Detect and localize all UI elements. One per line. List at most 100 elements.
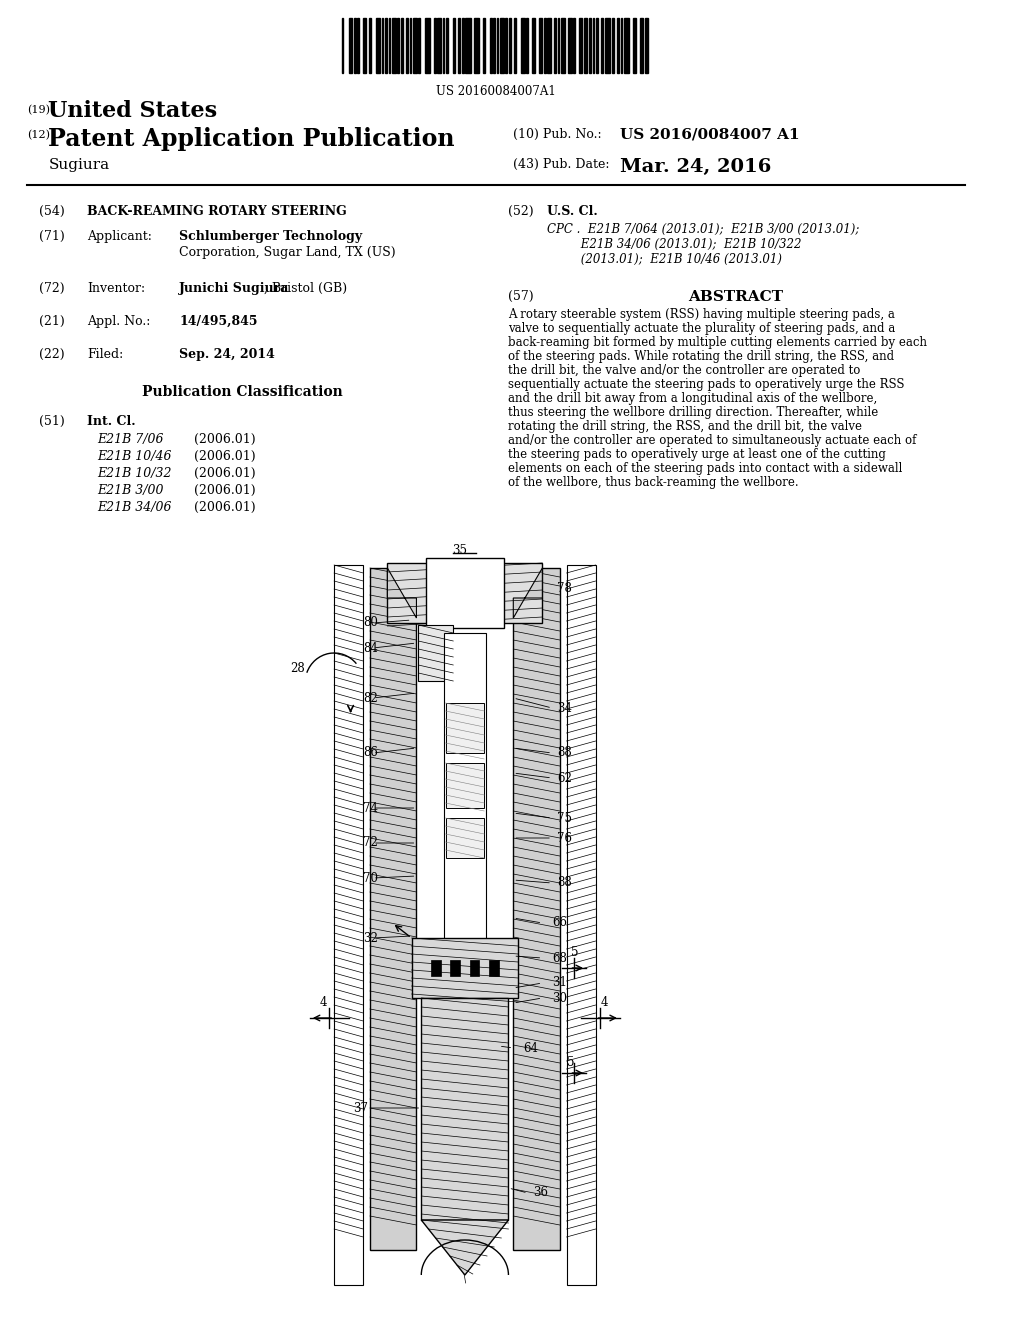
Bar bbox=[513, 568, 560, 1250]
Bar bbox=[489, 960, 499, 975]
Bar bbox=[617, 18, 618, 73]
Bar bbox=[500, 18, 504, 73]
Bar bbox=[584, 18, 588, 73]
Text: rotating the drill string, the RSS, and the drill bit, the valve: rotating the drill string, the RSS, and … bbox=[509, 420, 862, 433]
Text: valve to sequentially actuate the plurality of steering pads, and a: valve to sequentially actuate the plural… bbox=[509, 322, 896, 335]
Bar bbox=[445, 704, 484, 752]
Bar bbox=[446, 18, 447, 73]
Text: U.S. Cl.: U.S. Cl. bbox=[547, 205, 598, 218]
Text: Patent Application Publication: Patent Application Publication bbox=[48, 127, 455, 150]
Text: E21B 3/00: E21B 3/00 bbox=[97, 484, 164, 498]
Polygon shape bbox=[387, 568, 417, 618]
Text: the drill bit, the valve and/or the controller are operated to: the drill bit, the valve and/or the cont… bbox=[509, 364, 861, 378]
Text: US 2016/0084007 A1: US 2016/0084007 A1 bbox=[620, 128, 800, 143]
Text: 88: 88 bbox=[557, 876, 571, 890]
Bar bbox=[370, 568, 417, 1250]
Bar bbox=[348, 18, 352, 73]
Text: and the drill bit away from a longitudinal axis of the wellbore,: and the drill bit away from a longitudin… bbox=[509, 392, 878, 405]
Bar bbox=[589, 18, 591, 73]
Text: and/or the controller are operated to simultaneously actuate each of: and/or the controller are operated to si… bbox=[509, 434, 916, 447]
Text: 32: 32 bbox=[364, 932, 378, 945]
Text: thus steering the wellbore drilling direction. Thereafter, while: thus steering the wellbore drilling dire… bbox=[509, 407, 879, 418]
Bar bbox=[633, 18, 636, 73]
Bar bbox=[509, 18, 511, 73]
Text: Junichi Sugiura: Junichi Sugiura bbox=[179, 282, 290, 294]
Text: 64: 64 bbox=[523, 1041, 538, 1055]
Text: back-reaming bit formed by multiple cutting elements carried by each: back-reaming bit formed by multiple cutt… bbox=[509, 337, 928, 348]
Text: (19): (19) bbox=[27, 106, 50, 115]
Text: 86: 86 bbox=[364, 747, 378, 759]
Bar bbox=[539, 18, 542, 73]
Bar bbox=[418, 18, 420, 73]
Text: 88: 88 bbox=[557, 747, 571, 759]
Text: CPC .  E21B 7/064 (2013.01);  E21B 3/00 (2013.01);: CPC . E21B 7/064 (2013.01); E21B 3/00 (2… bbox=[547, 223, 859, 236]
Bar bbox=[596, 18, 598, 73]
Text: Inventor:: Inventor: bbox=[87, 282, 145, 294]
Bar bbox=[640, 18, 643, 73]
Text: United States: United States bbox=[48, 100, 217, 121]
Bar bbox=[451, 960, 460, 975]
Bar bbox=[459, 18, 460, 73]
Bar bbox=[419, 624, 454, 681]
Bar bbox=[392, 18, 395, 73]
Bar bbox=[474, 18, 479, 73]
Bar bbox=[425, 18, 430, 73]
Bar bbox=[605, 18, 610, 73]
Text: (51): (51) bbox=[39, 414, 65, 428]
Bar bbox=[489, 18, 492, 73]
Text: ABSTRACT: ABSTRACT bbox=[688, 290, 783, 304]
Text: 37: 37 bbox=[353, 1101, 369, 1114]
Bar bbox=[351, 554, 579, 1295]
Bar bbox=[370, 18, 372, 73]
Text: Int. Cl.: Int. Cl. bbox=[87, 414, 136, 428]
Bar bbox=[434, 18, 436, 73]
Text: 80: 80 bbox=[364, 616, 378, 630]
Text: 5: 5 bbox=[566, 1056, 574, 1069]
Bar bbox=[445, 818, 484, 858]
Bar bbox=[566, 565, 596, 1284]
Text: 35: 35 bbox=[453, 544, 468, 557]
Bar bbox=[431, 960, 440, 975]
Text: (2006.01): (2006.01) bbox=[194, 450, 255, 463]
Bar bbox=[611, 18, 613, 73]
Text: (21): (21) bbox=[39, 315, 65, 327]
Text: E21B 10/46: E21B 10/46 bbox=[97, 450, 171, 463]
Text: Applicant:: Applicant: bbox=[87, 230, 152, 243]
Text: (10) Pub. No.:: (10) Pub. No.: bbox=[513, 128, 602, 141]
Text: of the wellbore, thus back-reaming the wellbore.: of the wellbore, thus back-reaming the w… bbox=[509, 477, 799, 488]
Text: 82: 82 bbox=[364, 692, 378, 705]
Text: (2006.01): (2006.01) bbox=[194, 502, 255, 513]
Bar bbox=[412, 939, 518, 998]
Text: 5: 5 bbox=[571, 946, 579, 960]
Bar bbox=[514, 18, 516, 73]
Bar bbox=[362, 18, 366, 73]
Bar bbox=[554, 18, 556, 73]
Text: E21B 34/06: E21B 34/06 bbox=[97, 502, 171, 513]
Bar bbox=[407, 18, 408, 73]
Text: 68: 68 bbox=[552, 952, 567, 965]
Text: Mar. 24, 2016: Mar. 24, 2016 bbox=[620, 158, 771, 176]
Text: 72: 72 bbox=[364, 837, 378, 850]
Bar bbox=[470, 960, 479, 975]
Bar bbox=[353, 18, 355, 73]
Bar bbox=[462, 18, 464, 73]
Text: 74: 74 bbox=[364, 801, 378, 814]
Bar bbox=[494, 18, 495, 73]
Bar bbox=[454, 18, 455, 73]
Bar bbox=[400, 18, 402, 73]
Text: 31: 31 bbox=[552, 977, 567, 990]
Bar bbox=[601, 18, 603, 73]
Bar bbox=[426, 558, 504, 628]
Text: (43) Pub. Date:: (43) Pub. Date: bbox=[513, 158, 610, 172]
Bar bbox=[443, 634, 486, 1040]
Text: Schlumberger Technology: Schlumberger Technology bbox=[179, 230, 362, 243]
Text: 78: 78 bbox=[557, 582, 571, 594]
Bar bbox=[521, 18, 524, 73]
Text: Publication Classification: Publication Classification bbox=[141, 385, 342, 399]
Bar bbox=[421, 998, 509, 1220]
Text: (2006.01): (2006.01) bbox=[194, 484, 255, 498]
Bar bbox=[547, 18, 551, 73]
Bar bbox=[558, 18, 559, 73]
Bar bbox=[389, 18, 390, 73]
Text: , Bristol (GB): , Bristol (GB) bbox=[264, 282, 347, 294]
